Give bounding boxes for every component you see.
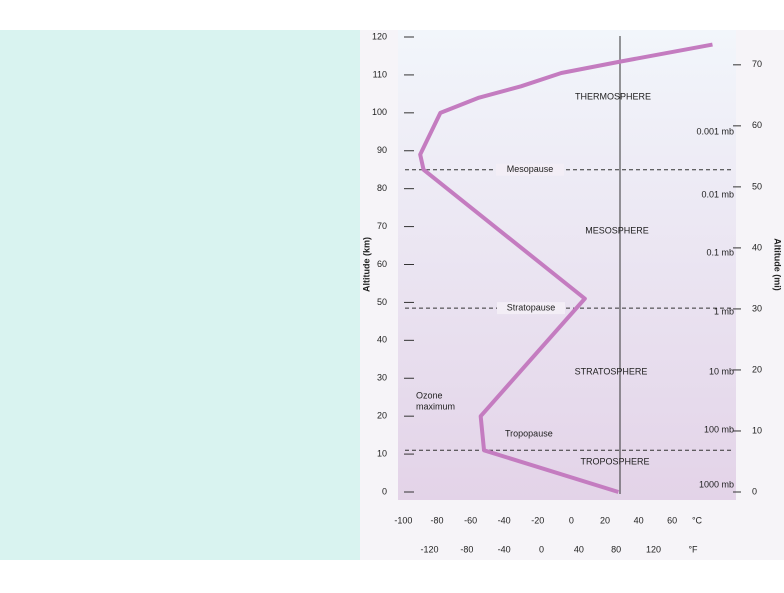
y-tick-label: 70 [377, 221, 387, 231]
x-tick-label: -20 [531, 515, 544, 525]
y2-tick-label: 60 [752, 120, 762, 130]
level-label: Tropopause [505, 429, 553, 439]
y-tick-label: 0 [382, 486, 387, 496]
x2-tick-label: 0 [539, 544, 544, 554]
y-tick-label: 100 [372, 107, 387, 117]
level-label-bg [496, 163, 564, 176]
y-tick-label: 10 [377, 448, 387, 458]
x2-tick-label: 80 [611, 544, 621, 554]
layer-label: MESOSPHERE [585, 225, 649, 235]
x-tick-label: -100 [394, 515, 412, 525]
pressure-label: 10 mb [709, 366, 734, 376]
annotation: Ozone [416, 390, 443, 400]
level-label: Stratopause [507, 302, 556, 312]
x-tick-label: 0 [569, 515, 574, 525]
y2-tick-label: 70 [752, 59, 762, 69]
y2-tick-label: 50 [752, 181, 762, 191]
x2-tick-label: 120 [646, 544, 661, 554]
x-tick-label: 60 [667, 515, 677, 525]
y-tick-label: 50 [377, 297, 387, 307]
y-tick-label: 60 [377, 259, 387, 269]
pressure-label: 0.1 mb [706, 247, 734, 257]
y-tick-label: 110 [373, 69, 387, 79]
x-unit: °C [692, 515, 703, 525]
pressure-label: 0.01 mb [701, 189, 734, 199]
y2-tick-label: 40 [752, 242, 762, 252]
pressure-label: 1000 mb [699, 479, 734, 489]
x-tick-label: -60 [464, 515, 477, 525]
pressure-label: 1 mb [714, 306, 734, 316]
y2-tick-label: 10 [752, 425, 762, 435]
x2-tick-label: -80 [460, 544, 473, 554]
series-line [418, 42, 713, 494]
x-tick-label: 40 [634, 515, 644, 525]
y2-tick-label: 30 [752, 303, 762, 313]
y-tick-label: 40 [377, 335, 387, 345]
y2-tick-label: 0 [752, 486, 757, 496]
layer-label: TROPOSPHERE [580, 456, 649, 466]
pressure-label: 100 mb [704, 424, 734, 434]
y-tick-label: 20 [377, 411, 387, 421]
x-tick-label: -40 [498, 515, 511, 525]
x2-tick-label: -120 [421, 544, 439, 554]
y-tick-label: 80 [377, 183, 387, 193]
y-axis-label: Altitude (km) [361, 237, 371, 292]
level-label: Mesopause [507, 164, 554, 174]
y2-tick-label: 20 [752, 364, 762, 374]
x-tick-label: -80 [430, 515, 443, 525]
plot-area [398, 30, 736, 500]
layer-label: THERMOSPHERE [575, 91, 651, 101]
y-tick-label: 90 [377, 145, 387, 155]
x2-tick-label: 40 [574, 544, 584, 554]
x2-tick-label: -40 [498, 544, 511, 554]
x-tick-label: 20 [600, 515, 610, 525]
annotation: maximum [416, 401, 455, 411]
y-tick-label: 120 [372, 31, 387, 41]
pressure-label: 0.001 mb [696, 126, 734, 136]
x2-unit: °F [688, 544, 698, 554]
level-label-bg [497, 302, 565, 315]
y2-axis-label: Altitude (mi) [773, 238, 783, 291]
side-panel [0, 30, 360, 560]
y-tick-label: 30 [377, 373, 387, 383]
layer-label: STRATOSPHERE [575, 366, 648, 376]
